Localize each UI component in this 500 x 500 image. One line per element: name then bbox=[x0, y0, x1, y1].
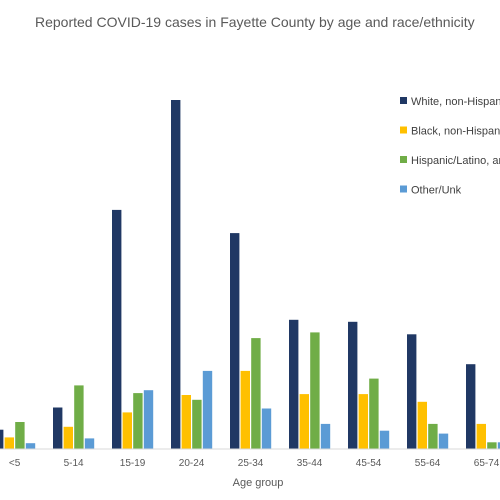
bar bbox=[417, 401, 427, 449]
bars bbox=[0, 100, 500, 449]
x-tick-label: 55-64 bbox=[415, 458, 441, 469]
x-tick-label: 15-19 bbox=[120, 458, 146, 469]
bar bbox=[4, 437, 14, 449]
bar bbox=[0, 429, 4, 449]
bar bbox=[487, 442, 497, 449]
bar bbox=[289, 319, 299, 449]
bar bbox=[438, 433, 449, 449]
bar bbox=[407, 334, 417, 449]
chart-title: Reported COVID-19 cases in Fayette Count… bbox=[35, 14, 475, 30]
x-tick-label: 65-74 bbox=[474, 458, 500, 469]
bar bbox=[261, 408, 272, 449]
bar bbox=[84, 438, 95, 449]
x-tick-label: 20-24 bbox=[179, 458, 205, 469]
legend-swatch bbox=[400, 97, 407, 104]
bar bbox=[379, 430, 390, 449]
bar bbox=[171, 100, 181, 449]
bar bbox=[358, 394, 368, 449]
bar bbox=[240, 370, 250, 449]
bar bbox=[15, 422, 25, 449]
x-tick-label: 25-34 bbox=[238, 458, 264, 469]
bar bbox=[192, 399, 202, 449]
legend-swatch bbox=[400, 185, 407, 193]
bar bbox=[369, 378, 379, 449]
x-tick-label: <5 bbox=[9, 458, 21, 469]
bar bbox=[133, 393, 143, 449]
legend-swatch bbox=[400, 126, 407, 134]
legend-swatch bbox=[400, 156, 407, 163]
bar bbox=[63, 426, 73, 449]
bar bbox=[320, 423, 331, 449]
bar bbox=[143, 390, 154, 449]
legend-label: Other/Unk bbox=[411, 185, 462, 197]
x-tick-label: 35-44 bbox=[297, 458, 323, 469]
bar bbox=[428, 423, 438, 449]
bar bbox=[299, 394, 309, 449]
legend: White, non-Hispanic Black, non-Hispanic Hi… bbox=[400, 96, 500, 197]
legend-label: Hispanic/Latino, any race bbox=[411, 155, 500, 167]
bar bbox=[202, 370, 213, 449]
bar bbox=[466, 364, 476, 449]
bar bbox=[25, 443, 36, 449]
bar bbox=[122, 412, 132, 449]
bar bbox=[74, 385, 84, 449]
legend-label: Black, non-Hispanic bbox=[411, 126, 500, 138]
x-axis-title: Age group bbox=[233, 477, 284, 489]
bar bbox=[112, 209, 122, 449]
x-tick-labels: <5 5-14 15-19 20-24 25-34 35-44 45-54 55-64 65-7… bbox=[9, 458, 500, 469]
x-tick-label: 5-14 bbox=[64, 458, 84, 469]
legend-label: White, non-Hispanic bbox=[411, 96, 500, 108]
x-tick-label: 45-54 bbox=[356, 458, 382, 469]
bar bbox=[181, 395, 191, 449]
bar bbox=[348, 321, 358, 449]
bar bbox=[53, 407, 63, 449]
bar bbox=[497, 442, 500, 449]
bar bbox=[230, 233, 240, 449]
bar bbox=[310, 332, 320, 449]
bar bbox=[251, 338, 261, 449]
bar bbox=[476, 423, 486, 449]
